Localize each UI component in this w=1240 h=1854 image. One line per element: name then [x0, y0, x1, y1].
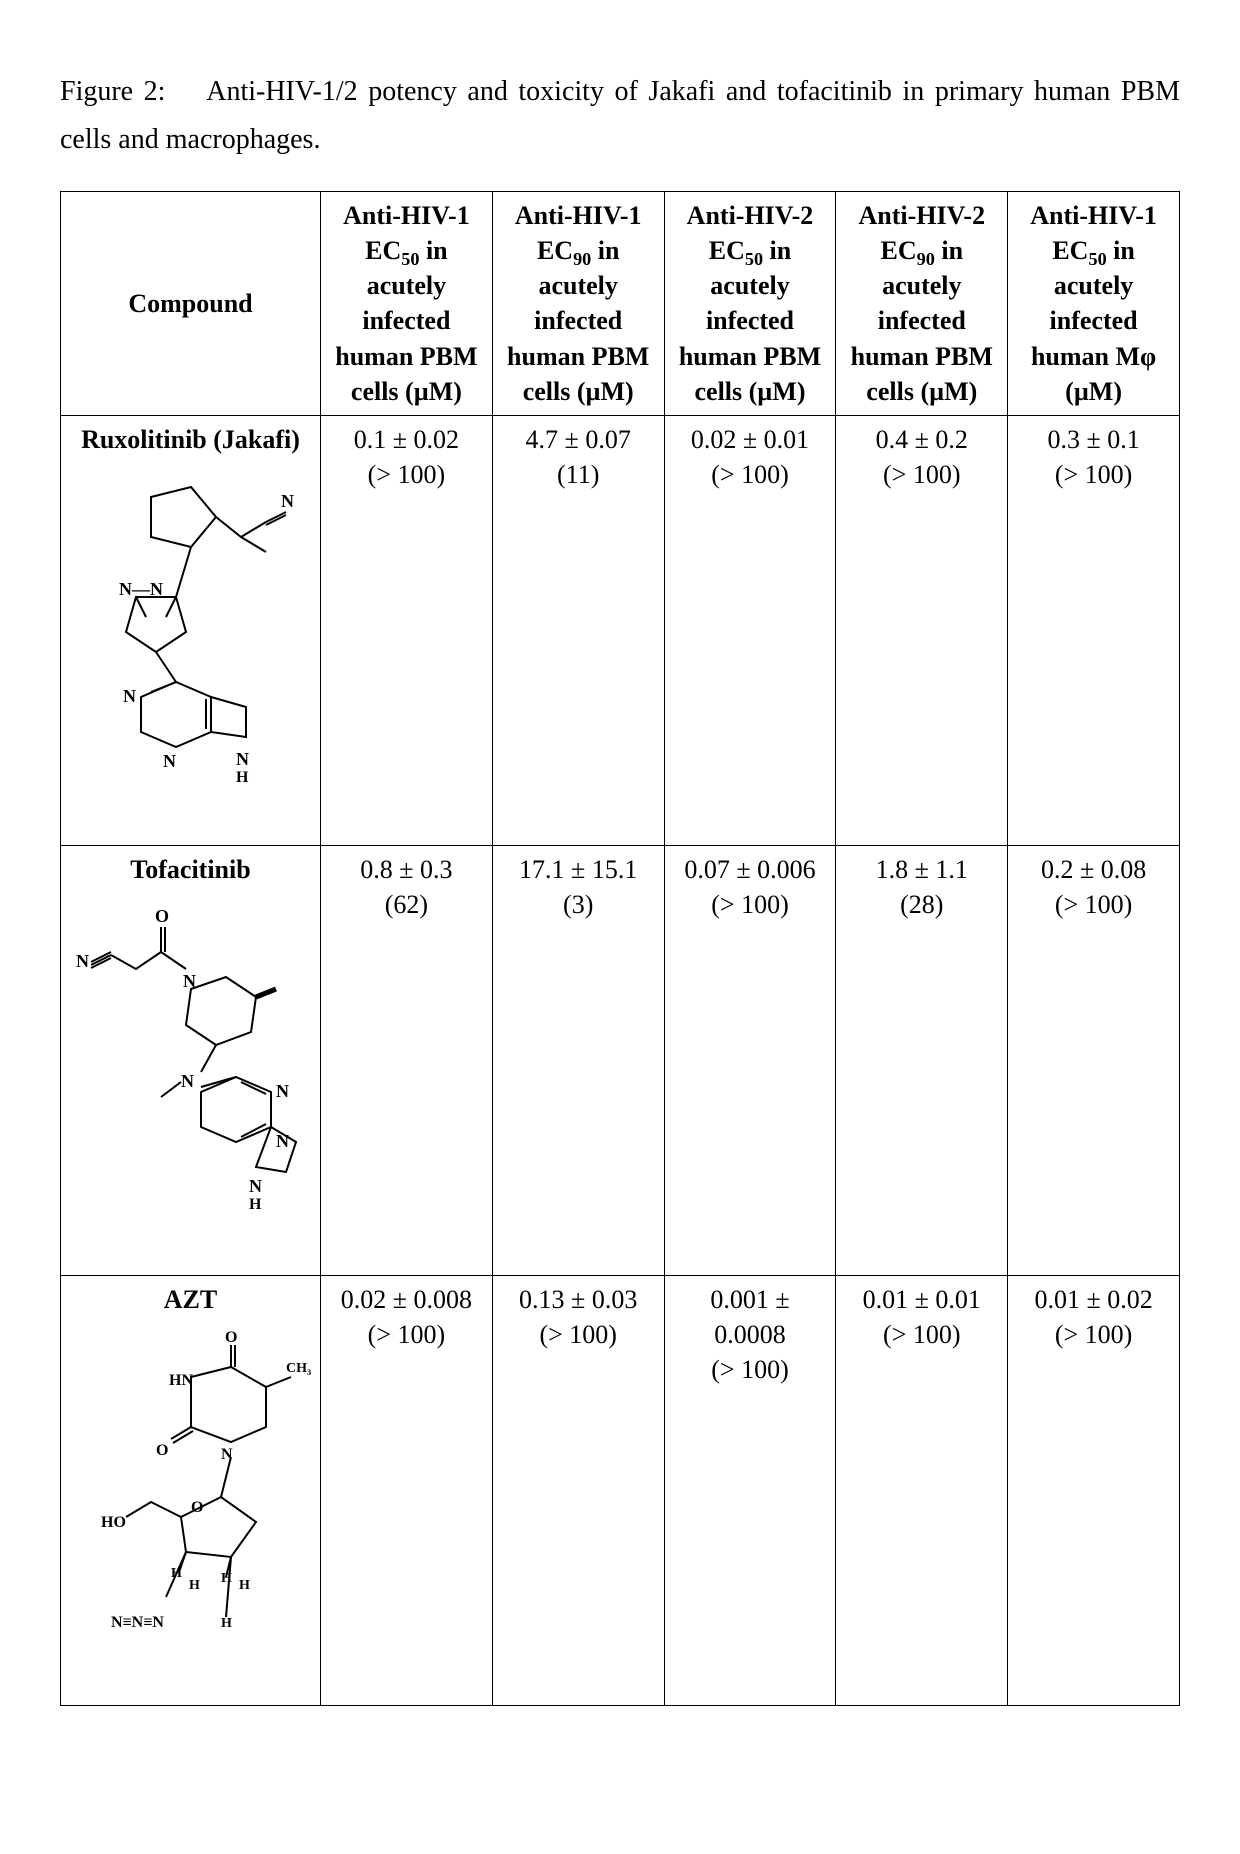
caption-text: Anti-HIV-1/2 potency and toxicity of Jak… — [60, 76, 1180, 155]
header-ec90-hiv1-pbm: Anti-HIV-1 EC90 in acutely infected huma… — [492, 192, 664, 416]
cell-value: 17.1 ± 15.1 (3) — [492, 845, 664, 1275]
header-ec90-hiv2-pbm: Anti-HIV-2 EC90 in acutely infected huma… — [836, 192, 1008, 416]
svg-text:O: O — [155, 906, 169, 926]
structure-tofacitinib-icon: N O N — [71, 897, 311, 1237]
svg-text:O: O — [225, 1329, 237, 1346]
cell-value: 0.1 ± 0.02 (> 100) — [321, 415, 493, 845]
table-row: Tofacitinib N O N — [61, 845, 1180, 1275]
header-ec50-hiv1-mphi: Anti-HIV-1 EC50 in acutely infected huma… — [1008, 192, 1180, 416]
svg-text:N≡N≡N: N≡N≡N — [111, 1614, 164, 1631]
svg-text:CH₃: CH₃ — [286, 1361, 311, 1376]
cell-value: 4.7 ± 0.07 (11) — [492, 415, 664, 845]
structure-ruxolitinib-icon: N N—N N N — [81, 467, 301, 797]
cell-value: 0.001 ± 0.0008 (> 100) — [664, 1275, 836, 1705]
svg-text:HO: HO — [101, 1514, 126, 1531]
svg-text:N: N — [76, 951, 89, 971]
svg-text:N: N — [163, 751, 176, 771]
cell-value: 0.3 ± 0.1 (> 100) — [1008, 415, 1180, 845]
structure-azt-icon: O HN O CH₃ N O HO — [71, 1327, 311, 1667]
svg-text:H: H — [189, 1578, 200, 1593]
svg-text:H: H — [249, 1196, 262, 1213]
svg-text:N: N — [123, 686, 136, 706]
svg-text:O: O — [156, 1442, 168, 1459]
svg-text:N: N — [276, 1131, 289, 1151]
cell-value: 0.02 ± 0.008 (> 100) — [321, 1275, 493, 1705]
svg-text:N: N — [249, 1176, 262, 1196]
potency-table: Compound Anti-HIV-1 EC50 in acutely infe… — [60, 191, 1180, 1706]
caption-prefix: Figure 2: — [60, 76, 165, 107]
header-ec50-hiv2-pbm: Anti-HIV-2 EC50 in acutely infected huma… — [664, 192, 836, 416]
svg-text:N: N — [221, 1446, 233, 1463]
compound-cell: Tofacitinib N O N — [61, 845, 321, 1275]
cell-value: 0.02 ± 0.01 (> 100) — [664, 415, 836, 845]
svg-text:N: N — [276, 1081, 289, 1101]
svg-text:N—N: N—N — [119, 579, 163, 599]
compound-cell: AZT O HN O CH₃ N — [61, 1275, 321, 1705]
compound-cell: Ruxolitinib (Jakafi) N — [61, 415, 321, 845]
figure-caption: Figure 2: Anti-HIV-1/2 potency and toxic… — [60, 68, 1180, 163]
cell-value: 1.8 ± 1.1 (28) — [836, 845, 1008, 1275]
compound-name: Tofacitinib — [69, 852, 312, 887]
table-header-row: Compound Anti-HIV-1 EC50 in acutely infe… — [61, 192, 1180, 416]
compound-name: Ruxolitinib (Jakafi) — [69, 422, 312, 457]
svg-text:O: O — [191, 1499, 203, 1516]
svg-text:H: H — [239, 1578, 250, 1593]
cell-value: 0.2 ± 0.08 (> 100) — [1008, 845, 1180, 1275]
page: Figure 2: Anti-HIV-1/2 potency and toxic… — [0, 0, 1240, 1766]
table-row: AZT O HN O CH₃ N — [61, 1275, 1180, 1705]
cell-value: 0.13 ± 0.03 (> 100) — [492, 1275, 664, 1705]
cell-value: 0.4 ± 0.2 (> 100) — [836, 415, 1008, 845]
svg-text:H: H — [236, 769, 249, 786]
cell-value: 0.01 ± 0.02 (> 100) — [1008, 1275, 1180, 1705]
svg-text:HN: HN — [169, 1372, 193, 1389]
table-row: Ruxolitinib (Jakafi) N — [61, 415, 1180, 845]
svg-text:H: H — [221, 1616, 232, 1631]
svg-text:N: N — [181, 1071, 194, 1091]
header-compound: Compound — [61, 192, 321, 416]
compound-name: AZT — [69, 1282, 312, 1317]
cell-value: 0.01 ± 0.01 (> 100) — [836, 1275, 1008, 1705]
svg-text:N: N — [236, 749, 249, 769]
header-ec50-hiv1-pbm: Anti-HIV-1 EC50 in acutely infected huma… — [321, 192, 493, 416]
header-compound-label: Compound — [128, 289, 252, 318]
svg-text:N: N — [281, 491, 294, 511]
cell-value: 0.07 ± 0.006 (> 100) — [664, 845, 836, 1275]
cell-value: 0.8 ± 0.3 (62) — [321, 845, 493, 1275]
